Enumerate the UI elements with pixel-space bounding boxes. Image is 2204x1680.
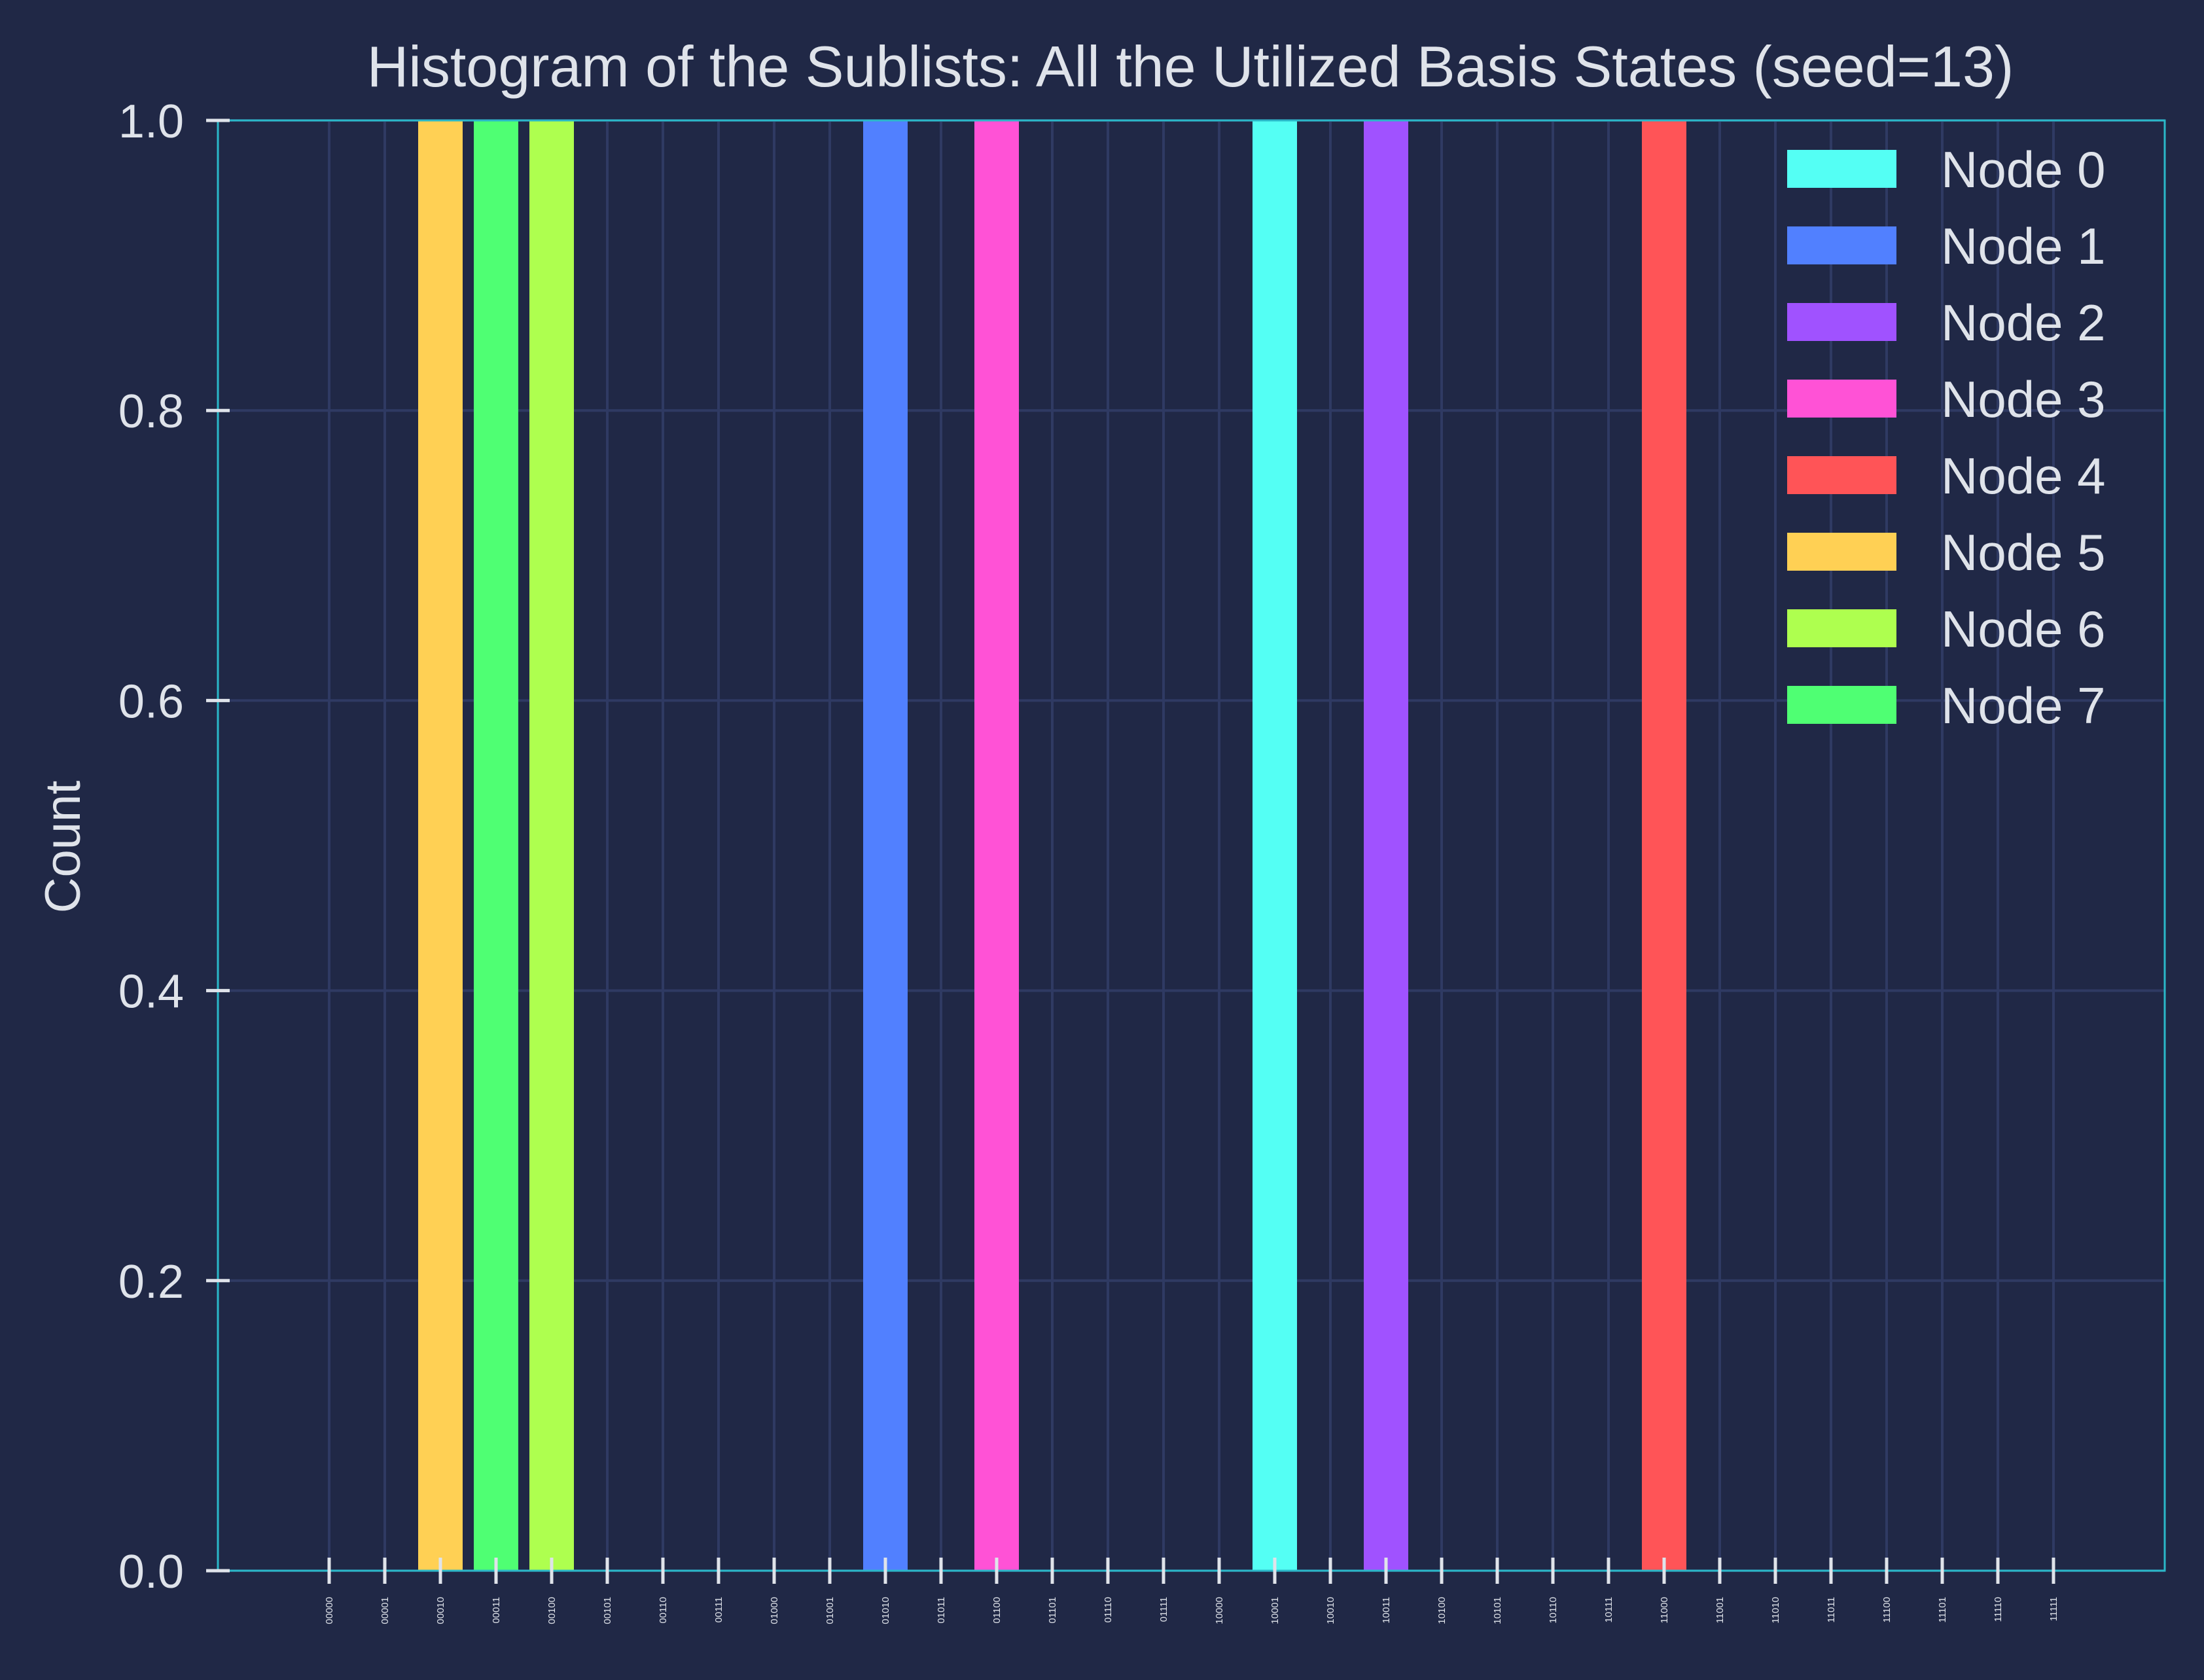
x-tick-label: 00100	[546, 1597, 558, 1624]
legend-swatch	[1787, 380, 1896, 418]
x-tick-label: 01100	[991, 1597, 1003, 1624]
chart-title: Histogram of the Sublists: All the Utili…	[367, 34, 2014, 99]
x-tick-label: 11110	[1993, 1597, 2004, 1622]
y-tick-label: 0.4	[118, 966, 184, 1018]
x-tick-label: 10100	[1436, 1597, 1448, 1624]
legend-label: Node 7	[1941, 677, 2106, 734]
legend-label: Node 6	[1941, 600, 2106, 658]
x-tick-label: 00011	[491, 1597, 502, 1624]
bars	[418, 120, 1686, 1571]
legend-swatch	[1787, 533, 1896, 571]
legend-label: Node 5	[1941, 524, 2106, 581]
y-tick-label: 0.0	[118, 1546, 184, 1598]
x-tick-label: 10000	[1214, 1597, 1225, 1624]
bar-node-3	[974, 120, 1019, 1571]
y-tick-label: 0.8	[118, 385, 184, 438]
legend-label: Node 4	[1941, 447, 2106, 505]
y-tick-label: 0.2	[118, 1256, 184, 1308]
legend-label: Node 0	[1941, 141, 2106, 198]
x-tick-label: 00010	[435, 1597, 446, 1624]
x-ticks: 00000 00001 00010 00011 00100 00101 00110 00111…	[324, 1558, 2059, 1624]
y-ticks: 0.0 0.2 0.4 0.6 0.8 1.0	[118, 96, 230, 1598]
legend-swatch	[1787, 609, 1896, 647]
bar-node-6	[529, 120, 574, 1571]
legend-swatch	[1787, 303, 1896, 341]
x-tick-label: 00101	[602, 1597, 613, 1624]
x-tick-label: 01011	[936, 1597, 947, 1624]
y-axis-label: Count	[35, 781, 91, 914]
bar-node-5	[418, 120, 463, 1571]
x-tick-label: 10101	[1492, 1597, 1503, 1624]
x-tick-label: 11101	[1937, 1597, 1948, 1623]
x-tick-label: 11001	[1715, 1597, 1726, 1624]
x-tick-label: 11000	[1659, 1597, 1670, 1624]
legend-swatch	[1787, 150, 1896, 188]
legend-swatch	[1787, 226, 1896, 264]
x-tick-label: 11011	[1826, 1597, 1837, 1623]
y-tick-label: 1.0	[118, 96, 184, 148]
x-tick-label: 10110	[1548, 1597, 1559, 1624]
bar-node-4	[1642, 120, 1686, 1571]
x-tick-label: 10001	[1270, 1597, 1281, 1624]
x-tick-label: 01110	[1103, 1597, 1114, 1623]
x-tick-label: 01111	[1158, 1597, 1169, 1622]
x-tick-label: 10111	[1603, 1597, 1614, 1623]
x-tick-label: 01101	[1047, 1597, 1058, 1624]
bar-node-1	[863, 120, 908, 1571]
legend-swatch	[1787, 686, 1896, 724]
legend: Node 0 Node 1 Node 2 Node 3 Node 4 Node 5 Node…	[1787, 141, 2106, 734]
legend-label: Node 3	[1941, 370, 2106, 428]
x-tick-label: 00110	[658, 1597, 669, 1624]
x-tick-label: 00111	[713, 1597, 724, 1623]
x-tick-label: 00000	[324, 1597, 335, 1624]
x-tick-label: 11010	[1770, 1597, 1781, 1624]
legend-swatch	[1787, 456, 1896, 494]
x-tick-label: 01000	[769, 1597, 780, 1624]
plot-frame	[217, 119, 2166, 1572]
y-tick-label: 0.6	[118, 675, 184, 728]
bar-node-7	[474, 120, 518, 1571]
x-tick-label: 00001	[380, 1597, 391, 1624]
x-tick-label: 11100	[1881, 1597, 1893, 1623]
x-tick-label: 01010	[880, 1597, 891, 1624]
x-tick-label: 10010	[1325, 1597, 1336, 1624]
bar-node-2	[1364, 120, 1408, 1571]
x-tick-label: 01001	[825, 1597, 836, 1624]
legend-label: Node 1	[1941, 217, 2106, 275]
x-tick-label: 11111	[2048, 1597, 2059, 1621]
x-tick-label: 10011	[1381, 1597, 1392, 1624]
legend-label: Node 2	[1941, 294, 2106, 351]
bar-node-0	[1253, 120, 1297, 1571]
